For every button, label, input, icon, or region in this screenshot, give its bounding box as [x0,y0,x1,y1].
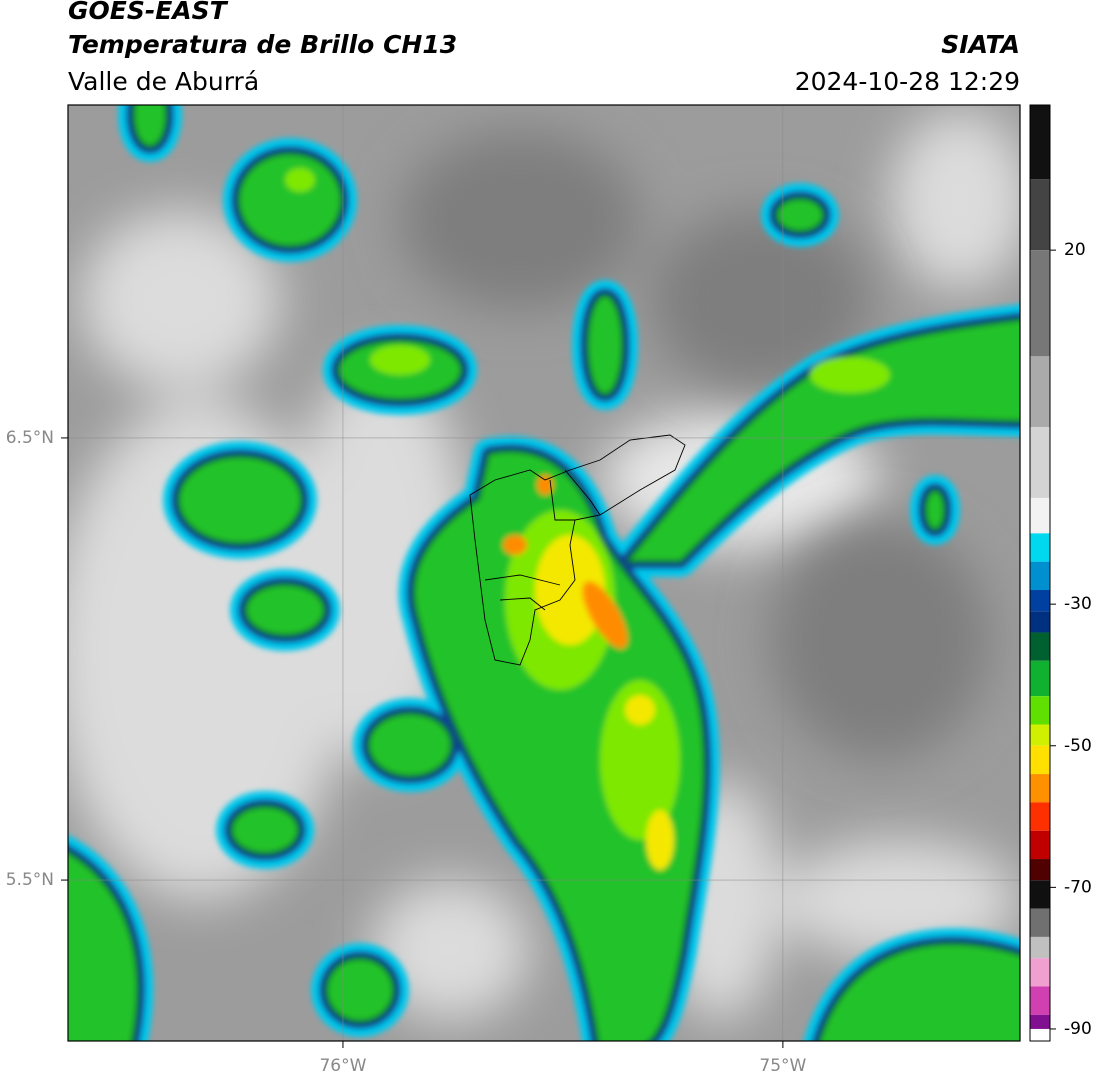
colorbar-segment [1030,936,1050,959]
x-tick-label: 76°W [319,1056,366,1076]
colorbar-tick-label: -30 [1064,594,1092,614]
colorbar-segment [1030,250,1050,357]
colorbar-segment [1030,745,1050,775]
colorbar-segment [1030,660,1050,697]
title: GOES-EAST [68,0,229,25]
map-frame [67,104,1021,1042]
colorbar-tick-label: 20 [1064,240,1086,260]
colorbar-frame [1029,104,1051,1042]
colorbar-segment [1030,1014,1050,1029]
colorbar-tick-label: -50 [1064,736,1092,756]
colorbar-tick-label: -90 [1064,1019,1092,1039]
colorbar-segment [1030,880,1050,909]
y-tick-label: 6.5°N [6,428,54,448]
colorbar-segment [1030,105,1050,180]
graticule [61,105,1020,1048]
colorbar-segment [1030,533,1050,562]
y-tick-label: 5.5°N [6,870,54,890]
colorbar-segment [1030,561,1050,590]
colorbar-segment [1030,497,1050,534]
satellite-image [68,105,1020,1041]
source: SIATA [941,30,1020,59]
colorbar-segment [1030,427,1050,498]
colorbar-segment [1030,632,1050,661]
colorbar-segment [1030,1028,1050,1041]
colorbar-segment [1030,611,1050,633]
colorbar-segment [1030,696,1050,725]
colorbar-segment [1030,356,1050,428]
colorbar-segment [1030,986,1050,1015]
colorbar-segment [1030,830,1050,860]
valley-outline [469,434,686,666]
x-tick-label: 75°W [759,1056,806,1076]
colorbar-segment [1030,958,1050,987]
colorbar-segment [1030,179,1050,251]
colorbar-tick-label: -70 [1064,877,1092,897]
subtitle: Temperatura de Brillo CH13 [68,30,457,59]
colorbar-segment [1030,589,1050,612]
colorbar-segment [1030,724,1050,746]
colorbar-segment [1030,774,1050,803]
colorbar-segment [1030,802,1050,831]
colorbar-segment [1030,908,1050,937]
colorbar-segment [1030,859,1050,881]
datetime: 2024-10-28 12:29 [795,67,1020,96]
colorbar [1030,105,1056,1041]
region: Valle de Aburrá [68,67,259,96]
